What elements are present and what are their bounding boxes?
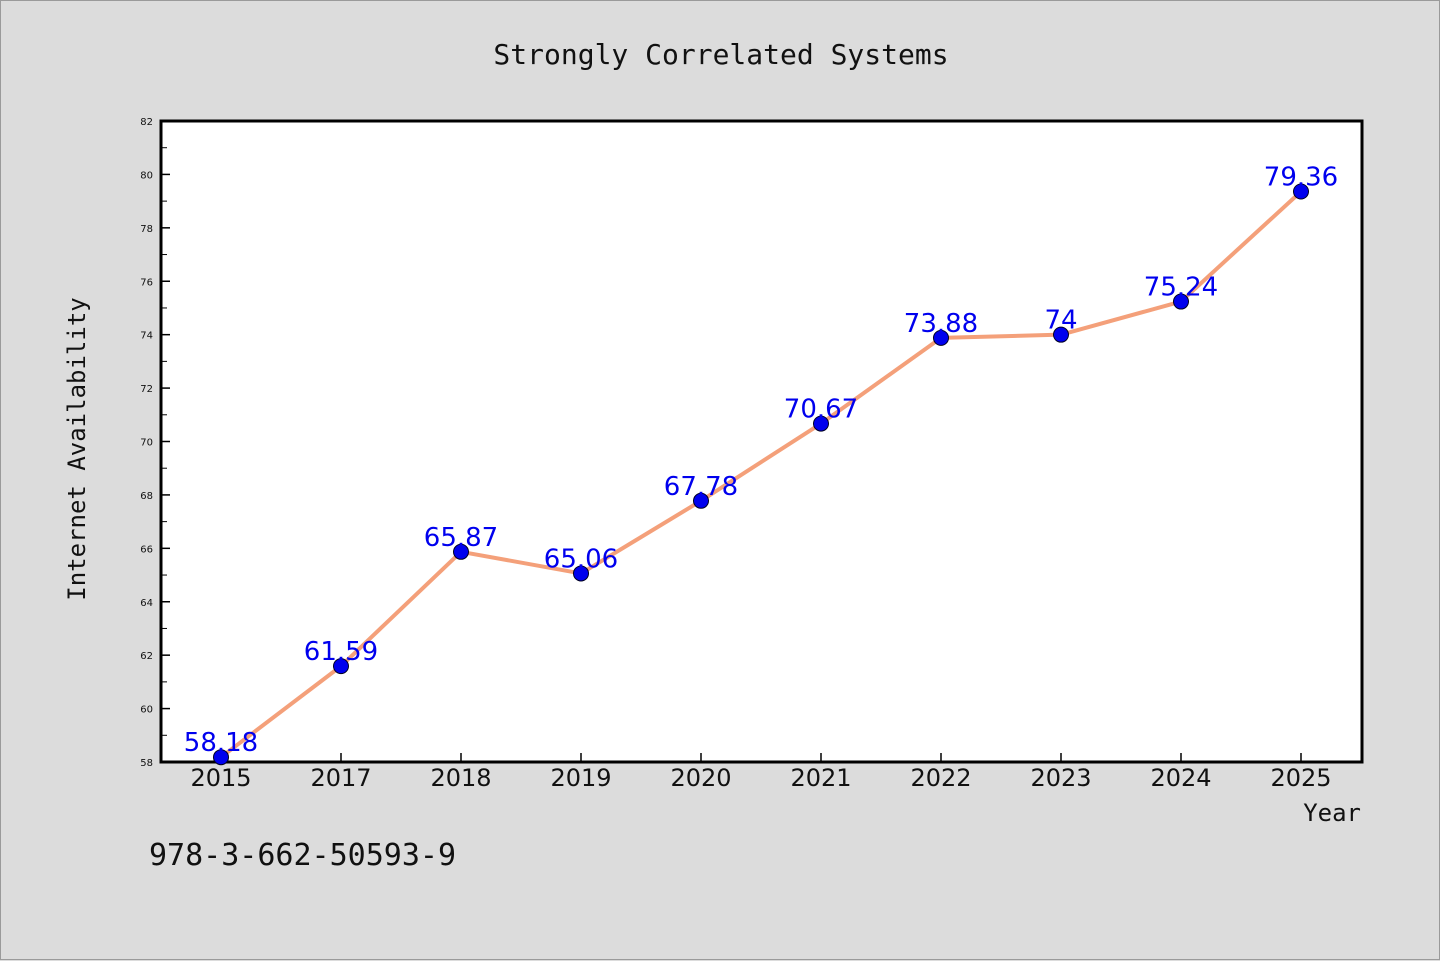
y-tick-label: 78 <box>140 224 153 235</box>
plot-area <box>159 119 1364 764</box>
y-axis-label: Internet Availability <box>63 297 91 600</box>
data-labels: 58.18 61.59 65.87 65.06 67.78 70.67 73.88 74 75.… <box>184 163 1338 759</box>
y-tick-label: 82 <box>140 117 153 128</box>
x-axis: 2015 2017 2018 2019 2020 2021 2022 2023 2024 2025 <box>190 753 1332 792</box>
x-axis-label: Year <box>1303 799 1361 827</box>
data-point <box>693 492 709 509</box>
data-point <box>213 749 229 766</box>
y-axis: 58 60 62 64 66 68 70 72 74 76 78 80 82 <box>140 117 170 769</box>
data-label: 61.59 <box>304 637 378 667</box>
series-line <box>219 190 1303 759</box>
data-markers <box>213 183 1309 766</box>
data-label: 70.67 <box>784 395 858 425</box>
y-tick-label: 74 <box>140 331 153 342</box>
y-tick-label: 66 <box>140 544 153 555</box>
x-tick-label: 2015 <box>190 764 251 792</box>
data-label: 75.24 <box>1144 273 1218 303</box>
data-point <box>1293 183 1309 200</box>
y-tick-label: 80 <box>140 170 153 181</box>
data-point <box>573 565 589 582</box>
data-label: 73.88 <box>904 309 978 339</box>
footer-isbn: 978-3-662-50593-9 <box>149 838 456 873</box>
x-tick-label: 2025 <box>1270 764 1331 792</box>
data-label: 79.36 <box>1264 163 1338 193</box>
y-tick-label: 60 <box>140 705 153 716</box>
data-point <box>1053 326 1069 343</box>
data-label: 65.87 <box>424 523 498 553</box>
x-tick-label: 2024 <box>1150 764 1211 792</box>
y-tick-label: 62 <box>140 651 153 662</box>
data-label: 65.06 <box>544 544 618 574</box>
y-tick-label: 70 <box>140 438 153 449</box>
x-tick-label: 2020 <box>670 764 731 792</box>
data-point <box>453 543 469 560</box>
y-tick-label: 72 <box>140 384 153 395</box>
data-point <box>813 415 829 432</box>
data-point <box>1173 293 1189 310</box>
x-tick-label: 2018 <box>430 764 491 792</box>
y-tick-label: 68 <box>140 491 153 502</box>
y-tick-label: 58 <box>140 758 153 769</box>
y-tick-label: 76 <box>140 277 153 288</box>
x-tick-label: 2017 <box>310 764 371 792</box>
data-label: 58.18 <box>184 728 258 758</box>
data-point <box>933 329 949 346</box>
data-label: 74 <box>1044 306 1077 336</box>
x-tick-label: 2021 <box>790 764 851 792</box>
x-tick-label: 2022 <box>910 764 971 792</box>
chart-title: Strongly Correlated Systems <box>493 38 948 71</box>
data-label: 67.78 <box>664 472 738 502</box>
data-point <box>333 658 349 675</box>
x-tick-label: 2019 <box>550 764 611 792</box>
x-tick-label: 2023 <box>1030 764 1091 792</box>
y-tick-label: 64 <box>140 598 153 609</box>
